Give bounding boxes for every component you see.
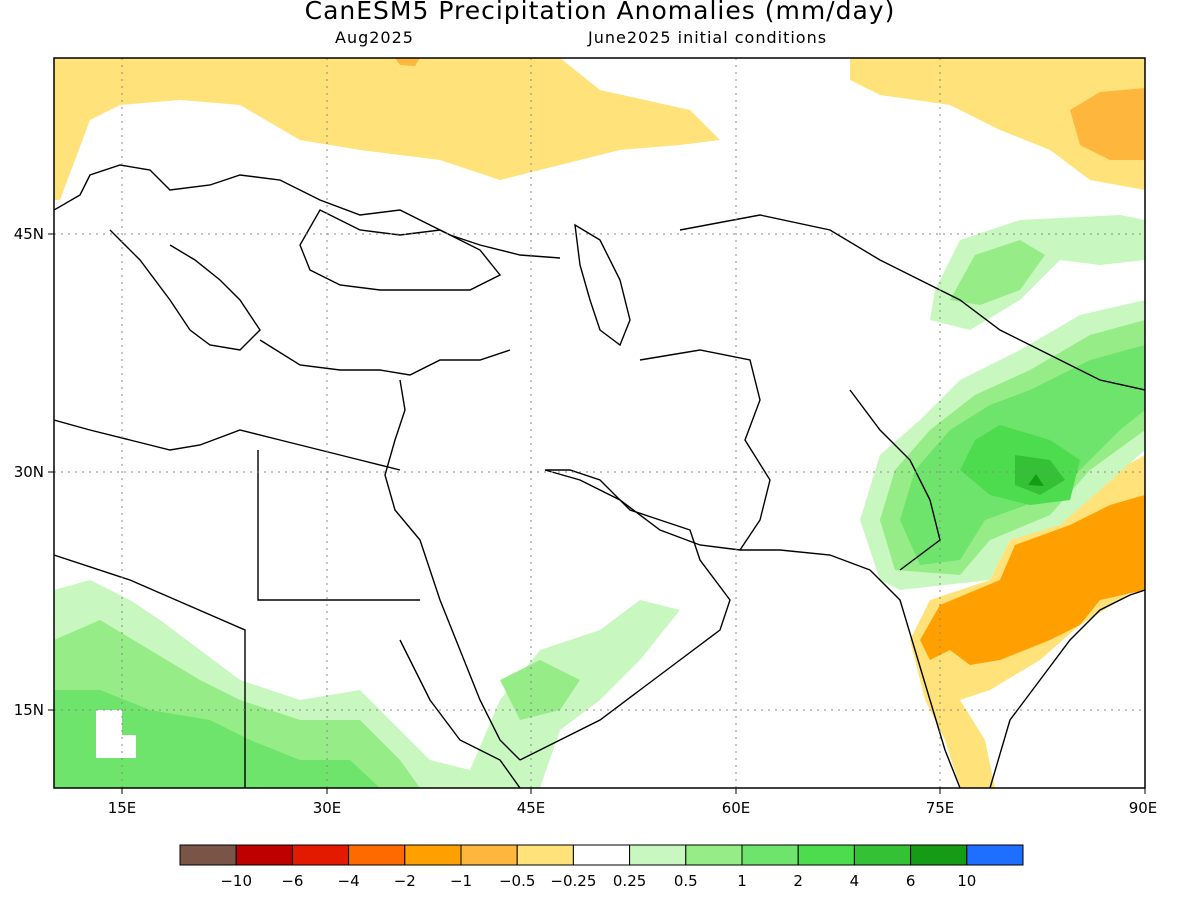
coastlines-borders [54,164,1145,788]
wet-strong-africa [54,690,380,788]
coastline-persian-gulf [544,469,871,571]
wet-mid-arabia [500,660,580,720]
colorbar-tick-label: −1 [450,872,472,890]
plot-frame [53,57,1146,789]
colorbar-tick-label: −2 [394,872,416,890]
colorbar-swatch [910,844,968,866]
colorbar-swatch [853,844,912,866]
coastline-india [869,569,1145,788]
anomaly-field [54,58,1145,788]
valid-month-label: Aug2025 [335,28,414,47]
colorbar-tick-label: −4 [338,872,360,890]
colorbar-tick-label: 4 [850,872,860,890]
colorbar-swatch [516,844,574,866]
coastline-horn-africa [399,639,521,788]
colorbar-tick-label: 6 [906,872,916,890]
dry-core-north [395,58,420,66]
lon-label-60e: 60E [722,799,751,817]
dry-core-northeast [1070,88,1145,160]
coastline-levant-redsea [384,379,521,761]
wet-gap-africa [96,710,136,758]
colorbar-tick-label: 0.5 [674,872,698,890]
lat-label-45n: 45N [14,225,44,243]
colorbar: −10 −6 −4 −2 −1 −0.5 −0.25 0.25 0.5 1 2 4 6 10 [179,844,1024,890]
colorbar-swatch [235,844,293,866]
coastline-italy-balkans [109,229,261,351]
dry-region-north [54,58,720,200]
colorbar-swatch [179,844,237,866]
wet-peak-south-asia [1015,455,1065,495]
lon-label-75e: 75E [926,799,955,817]
lat-label-30n: 30N [14,463,44,481]
lon-label-15e: 15E [108,799,137,817]
coastline-europe [54,164,561,259]
colorbar-swatch [966,844,1024,866]
colorbar-swatch [348,844,406,866]
lon-label-30e: 30E [313,799,342,817]
colorbar-tick-label: −0.5 [499,872,535,890]
border-iran-afghanistan [639,349,771,551]
coastline-arabia [519,469,731,761]
border-pakistan-india [849,389,941,571]
lat-label-15n: 15N [14,701,44,719]
colorbar-tick-label: 0.25 [613,872,646,890]
colorbar-tick-label: 1 [737,872,747,890]
chart-title: CanESM5 Precipitation Anomalies (mm/day) [304,0,896,25]
colorbar-swatch [685,844,743,866]
colorbar-tick-label: −10 [220,872,252,890]
colorbar-swatch [797,844,855,866]
lon-label-45e: 45E [517,799,546,817]
axis-ticks [48,233,1146,794]
colorbar-swatch [572,844,631,866]
colorbar-swatch [629,844,687,866]
coastline-anatolia [259,339,511,376]
colorbar-swatch [741,844,799,866]
coastline-north-africa [54,419,401,471]
colorbar-tick-label: −0.25 [550,872,596,890]
colorbar-tick-label: −6 [281,872,303,890]
wet-core-central-asia [950,240,1045,305]
coastline-caspian [574,223,631,347]
colorbar-tick-label: 10 [957,872,976,890]
init-conditions-label: June2025 initial conditions [588,28,828,47]
coastline-black-sea [299,209,502,291]
colorbar-swatch [404,844,462,866]
wet-max-south-asia [1028,474,1044,486]
colorbar-tick-label: 2 [793,872,803,890]
colorbar-swatch [291,844,350,866]
dry-region-northeast [850,58,1145,190]
colorbar-swatch [460,844,518,866]
graticule [54,58,1145,788]
lon-label-90e: 90E [1129,799,1158,817]
border-sahara [54,554,246,788]
border-egypt-libya [257,450,420,601]
dry-core-india [920,495,1145,665]
